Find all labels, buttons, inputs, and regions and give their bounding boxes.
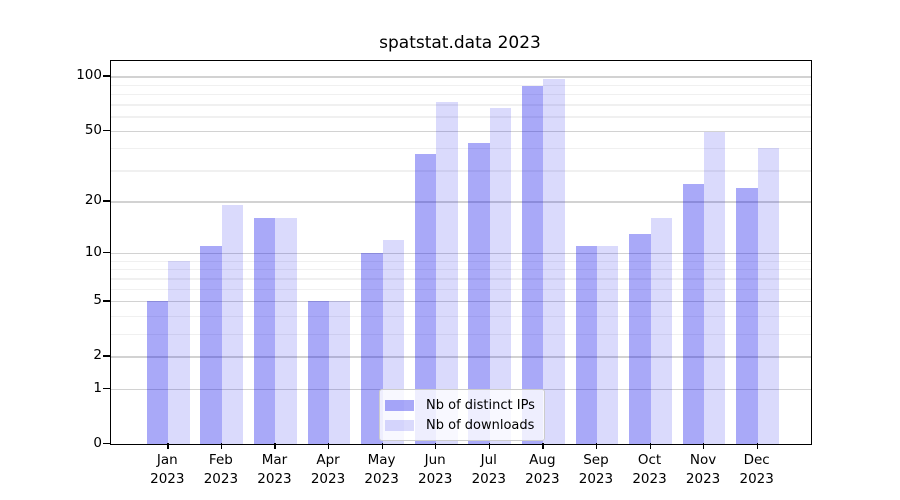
y-tick-mark-10	[103, 251, 110, 254]
legend-item-distinct-ips: Nb of distinct IPs	[385, 395, 535, 415]
x-tick-label-apr: Apr 2023	[310, 452, 346, 487]
y-tick-label-5: 5	[93, 292, 102, 309]
bar-ips-may	[361, 252, 383, 444]
gridline-minor-80	[111, 93, 811, 96]
y-tick-mark-20	[103, 200, 110, 202]
x-tick-label-jul: Jul 2023	[471, 452, 506, 487]
gridline-minor-90	[111, 84, 811, 86]
y-tick-label-10: 10	[84, 243, 102, 260]
y-tick-mark-50	[103, 129, 110, 132]
bar-downloads-jun	[436, 102, 458, 444]
x-tick-label-mar: Mar 2023	[257, 452, 292, 487]
legend: Nb of distinct IPs Nb of downloads	[379, 389, 545, 441]
x-tick-label-oct: Oct 2023	[632, 452, 667, 487]
x-tick-label-feb: Feb 2023	[203, 452, 239, 487]
bar-downloads-sep	[596, 246, 619, 444]
plot-area: Nb of distinct IPs Nb of downloads	[110, 60, 812, 445]
gridline-minor-40	[111, 148, 811, 150]
gridline-minor-4	[111, 315, 811, 317]
gridline-major-50	[111, 130, 811, 132]
gridline-major-20	[111, 201, 811, 203]
gridline-minor-30	[111, 170, 811, 172]
x-tick-label-may: May 2023	[364, 452, 399, 487]
bar-downloads-mar	[275, 218, 297, 444]
legend-label-distinct-ips: Nb of distinct IPs	[426, 397, 535, 413]
bar-ips-mar	[254, 218, 276, 444]
legend-item-downloads: Nb of downloads	[385, 415, 535, 435]
gridline-minor-9	[111, 260, 811, 262]
bar-downloads-aug	[543, 78, 565, 444]
bar-ips-jul	[468, 142, 490, 444]
y-tick-mark-0	[103, 443, 110, 445]
y-tick-mark-1	[103, 387, 110, 390]
y-tick-label-20: 20	[84, 192, 102, 209]
gridline-minor-6	[111, 288, 811, 291]
y-axis: 0 1 2 5 10 20 50 100	[0, 0, 110, 500]
gridline-minor-3	[111, 333, 811, 335]
bar-downloads-jan	[168, 260, 190, 444]
gridline-major-100	[111, 76, 811, 78]
y-tick-label-50: 50	[84, 121, 102, 138]
gridline-major-5	[111, 301, 811, 303]
gridline-minor-60	[111, 116, 811, 118]
x-tick-label-sep: Sep 2023	[578, 452, 614, 487]
gridline-minor-70	[111, 104, 811, 106]
bar-ips-apr	[307, 301, 330, 444]
y-tick-mark-100	[103, 75, 110, 77]
bar-ips-nov	[682, 184, 705, 444]
bar-ips-jun	[414, 154, 437, 444]
gridline-major-2	[111, 356, 811, 358]
x-tick-label-jan: Jan 2023	[150, 452, 185, 487]
x-tick-label-dec: Dec 2023	[739, 452, 774, 487]
gridline-major-10	[111, 252, 811, 255]
bar-downloads-jul	[489, 107, 512, 444]
bar-downloads-feb	[221, 205, 244, 444]
x-tick-label-nov: Nov 2023	[685, 452, 721, 487]
bar-ips-oct	[629, 233, 651, 444]
y-tick-label-100: 100	[76, 67, 102, 84]
y-tick-mark-2	[103, 355, 110, 357]
y-tick-label-2: 2	[93, 347, 102, 364]
x-tick-label-aug: Aug 2023	[525, 452, 560, 487]
legend-swatch-distinct-ips-icon	[385, 399, 414, 411]
bar-downloads-nov	[704, 132, 726, 444]
legend-label-downloads: Nb of downloads	[426, 417, 535, 433]
bar-downloads-apr	[329, 301, 351, 444]
chart-title: spatstat.data 2023	[379, 33, 541, 53]
x-tick-label-jun: Jun 2023	[418, 452, 453, 487]
y-tick-mark-5	[103, 300, 110, 302]
bar-ips-feb	[200, 246, 222, 444]
bar-downloads-dec	[757, 148, 780, 444]
bar-ips-aug	[521, 86, 544, 444]
gridline-minor-7	[111, 278, 811, 280]
gridline-minor-8	[111, 268, 811, 271]
y-tick-label-0: 0	[93, 435, 102, 451]
bar-ips-jan	[146, 301, 169, 444]
bar-ips-dec	[736, 187, 758, 444]
bar-ips-sep	[575, 246, 597, 444]
y-tick-label-1: 1	[93, 379, 102, 396]
bar-downloads-oct	[650, 218, 672, 444]
legend-swatch-downloads-icon	[385, 419, 414, 431]
